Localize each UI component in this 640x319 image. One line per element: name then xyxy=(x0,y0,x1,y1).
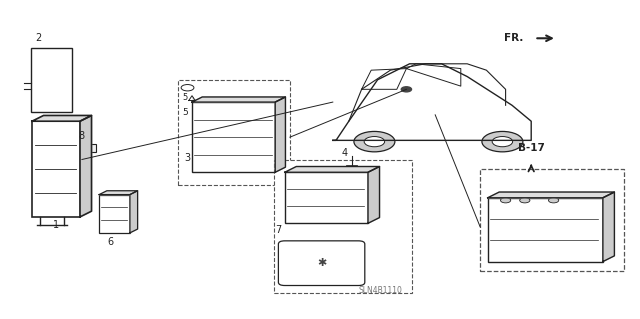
Polygon shape xyxy=(130,191,138,233)
Circle shape xyxy=(482,131,523,152)
Polygon shape xyxy=(80,115,92,217)
Bar xyxy=(274,160,412,293)
Text: 7: 7 xyxy=(275,225,282,235)
Circle shape xyxy=(520,198,530,203)
Text: ✱: ✱ xyxy=(317,258,326,268)
Bar xyxy=(192,102,275,172)
Circle shape xyxy=(548,198,559,203)
Circle shape xyxy=(492,137,513,147)
Bar xyxy=(32,121,80,217)
Bar xyxy=(346,165,357,171)
Polygon shape xyxy=(32,115,92,121)
Text: 5: 5 xyxy=(182,93,188,102)
Circle shape xyxy=(500,198,511,203)
Polygon shape xyxy=(99,191,138,195)
Bar xyxy=(99,195,130,233)
Text: 8: 8 xyxy=(79,130,85,141)
Text: 1: 1 xyxy=(53,220,60,230)
FancyBboxPatch shape xyxy=(278,241,365,286)
Text: 5: 5 xyxy=(182,108,188,117)
Polygon shape xyxy=(192,97,285,102)
Circle shape xyxy=(181,85,194,91)
Text: 4: 4 xyxy=(341,148,348,158)
Polygon shape xyxy=(368,167,380,223)
Bar xyxy=(480,169,624,271)
Text: B-17: B-17 xyxy=(518,143,545,153)
Polygon shape xyxy=(603,192,614,262)
Bar xyxy=(178,80,290,185)
Bar xyxy=(82,144,96,152)
Bar xyxy=(31,48,72,112)
Polygon shape xyxy=(333,64,531,140)
Circle shape xyxy=(354,131,395,152)
Text: 6: 6 xyxy=(108,237,114,248)
Text: FR.: FR. xyxy=(504,33,524,43)
Polygon shape xyxy=(275,97,285,172)
Bar xyxy=(285,172,368,223)
Circle shape xyxy=(364,137,385,147)
Polygon shape xyxy=(488,192,614,198)
Polygon shape xyxy=(189,96,195,100)
Text: !: ! xyxy=(191,97,193,102)
Text: 3: 3 xyxy=(184,153,190,163)
Polygon shape xyxy=(285,167,380,172)
Text: 2: 2 xyxy=(35,33,42,43)
Text: SLN4B1110: SLN4B1110 xyxy=(359,286,403,295)
Bar xyxy=(488,198,603,262)
Circle shape xyxy=(401,87,412,92)
